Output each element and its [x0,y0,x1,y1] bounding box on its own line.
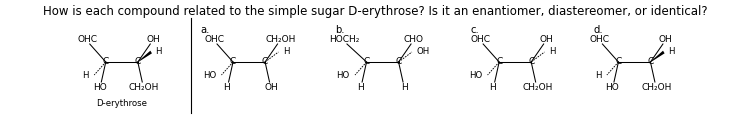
Text: CH₂OH: CH₂OH [641,84,672,93]
Text: CH₂OH: CH₂OH [129,84,159,93]
Text: HO: HO [92,84,107,93]
Text: C: C [647,57,653,66]
Text: b.: b. [336,25,345,35]
Text: CHO: CHO [404,35,424,44]
Text: H: H [224,84,231,93]
Text: OH: OH [416,46,430,55]
Text: c.: c. [471,25,479,35]
Text: C: C [396,57,402,66]
Text: H: H [490,84,496,93]
Text: H: H [549,46,556,55]
Text: H: H [283,46,289,55]
Text: C: C [103,57,109,66]
Text: C: C [496,57,502,66]
Text: OH: OH [659,35,672,44]
Text: OHC: OHC [470,35,490,44]
Text: D-erythrose: D-erythrose [96,99,147,108]
Text: CH₂OH: CH₂OH [522,84,553,93]
Text: C: C [134,57,141,66]
Text: How is each compound related to the simple sugar D-erythrose? Is it an enantiome: How is each compound related to the simp… [43,5,707,18]
Text: C: C [230,57,236,66]
Text: HO: HO [605,84,619,93]
Text: HO: HO [203,71,216,80]
Text: HO: HO [469,71,482,80]
Text: H: H [402,84,409,93]
Text: OHC: OHC [204,35,225,44]
Text: HO: HO [336,71,350,80]
Text: HOCH₂: HOCH₂ [329,35,360,44]
Text: OH: OH [539,35,553,44]
Text: CH₂OH: CH₂OH [265,35,295,44]
Polygon shape [137,51,152,62]
Text: C: C [363,57,369,66]
Text: C: C [262,57,268,66]
Text: C: C [528,57,534,66]
Text: C: C [615,57,622,66]
Text: a.: a. [200,25,210,35]
Text: OH: OH [146,35,160,44]
Text: d.: d. [593,25,603,35]
Text: OHC: OHC [77,35,97,44]
Text: H: H [357,84,363,93]
Text: H: H [83,71,89,80]
Text: OH: OH [264,84,278,93]
Polygon shape [650,51,665,62]
Text: H: H [155,46,162,55]
Text: OHC: OHC [590,35,610,44]
Text: H: H [668,46,674,55]
Text: H: H [595,71,602,80]
